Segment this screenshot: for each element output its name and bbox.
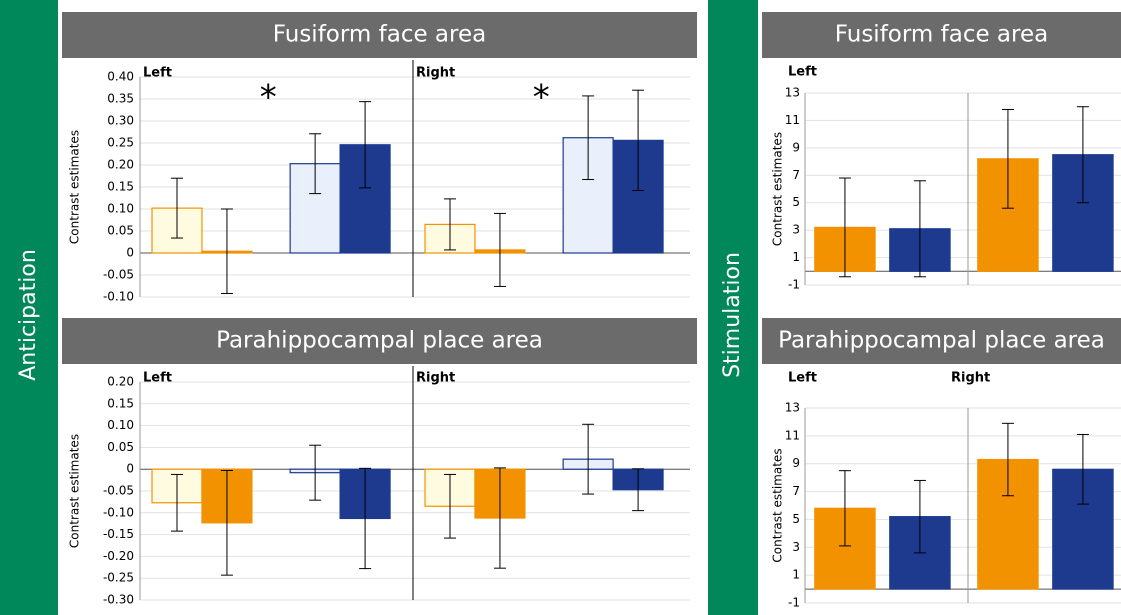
y-tick-label: -0.10 <box>103 290 134 304</box>
y-tick-label: 1 <box>792 568 800 582</box>
panel-label: Right <box>951 371 990 386</box>
error-bar <box>443 473 456 539</box>
error-bar <box>1001 108 1014 209</box>
error-bar <box>220 208 233 294</box>
y-tick-label: 1 <box>792 250 800 264</box>
y-tick-label: 0 <box>126 246 134 260</box>
y-tick-label: 0.05 <box>107 440 134 454</box>
y-tick-label: 5 <box>792 195 800 209</box>
panel-header <box>762 318 1121 364</box>
panel-label: Left <box>143 66 172 81</box>
y-tick-label: 0.25 <box>107 136 134 150</box>
y-tick-label: -0.25 <box>103 571 134 585</box>
y-tick-label: 0 <box>126 462 134 476</box>
y-tick-label: 5 <box>792 512 800 526</box>
y-tick-label: -0.05 <box>103 484 134 498</box>
y-tick-label: -0.15 <box>103 527 134 541</box>
y-tick-label: -0.30 <box>103 593 134 607</box>
error-bar <box>838 177 851 278</box>
error-bar <box>913 180 926 278</box>
error-bar <box>359 101 372 189</box>
y-tick-label: 11 <box>785 113 800 127</box>
error-bar <box>632 468 645 512</box>
section-label: Anticipation <box>16 249 41 381</box>
panel-label: Left <box>143 371 172 386</box>
error-bar <box>493 212 506 287</box>
error-bar <box>838 470 851 547</box>
y-tick-label: -0.20 <box>103 549 134 563</box>
y-axis-label: Contrast estimates <box>771 448 785 562</box>
y-tick-label: -0.10 <box>103 505 134 519</box>
error-bar <box>582 423 595 495</box>
y-tick-label: -0.05 <box>103 268 134 282</box>
y-tick-label: 11 <box>785 428 800 442</box>
section-label: Stimulation <box>720 252 745 378</box>
y-axis-label: Contrast estimates <box>68 434 82 548</box>
y-tick-label: 9 <box>792 140 800 154</box>
panel-header <box>62 318 697 364</box>
y-tick-label: 3 <box>792 223 800 237</box>
error-bar <box>582 95 595 181</box>
error-bar <box>1001 422 1014 497</box>
y-tick-label: 0.40 <box>107 70 134 84</box>
y-tick-label: 0.35 <box>107 92 134 106</box>
y-tick-label: 7 <box>792 168 800 182</box>
y-tick-label: 0.15 <box>107 180 134 194</box>
y-tick-label: 3 <box>792 540 800 554</box>
error-bar <box>1076 433 1089 505</box>
error-bar <box>359 467 372 570</box>
panel-label: Right <box>416 371 455 386</box>
y-tick-label: 13 <box>785 86 800 100</box>
error-bar <box>632 89 645 192</box>
y-axis-label: Contrast estimates <box>771 132 785 246</box>
y-tick-label: 0.15 <box>107 396 134 410</box>
annotation: * <box>533 78 550 118</box>
section-band <box>708 0 758 615</box>
y-axis-label: Contrast estimates <box>68 130 82 244</box>
error-bar <box>913 479 926 554</box>
panel-label: Left <box>788 65 817 80</box>
y-tick-label: 0.20 <box>107 375 134 389</box>
error-bar <box>170 177 183 239</box>
panel-header <box>762 12 1121 58</box>
panel-label: Left <box>788 371 817 386</box>
annotation: * <box>260 78 277 118</box>
y-tick-label: 0.05 <box>107 224 134 238</box>
error-bar <box>309 444 322 501</box>
chart-title: Parahippocampal place area <box>216 328 543 354</box>
chart-title: Parahippocampal place area <box>778 328 1105 354</box>
chart-title: Fusiform face area <box>835 22 1048 48</box>
panel-label: Right <box>416 66 455 81</box>
chart-title: Fusiform face area <box>273 22 486 48</box>
error-bar <box>309 133 322 195</box>
error-bar <box>493 467 506 569</box>
y-tick-label: 9 <box>792 456 800 470</box>
y-tick-label: 0.30 <box>107 114 134 128</box>
y-tick-label: 13 <box>785 401 800 415</box>
error-bar <box>220 470 233 576</box>
y-tick-label: 0.10 <box>107 202 134 216</box>
y-tick-label: 0.20 <box>107 158 134 172</box>
y-tick-label: -1 <box>788 278 800 292</box>
error-bar <box>170 473 183 532</box>
section-band <box>0 0 58 615</box>
y-tick-label: 7 <box>792 484 800 498</box>
y-tick-label: 0.10 <box>107 418 134 432</box>
y-tick-label: -1 <box>788 596 800 610</box>
panel-header <box>62 12 697 58</box>
error-bar <box>1076 106 1089 204</box>
error-bar <box>443 198 456 251</box>
